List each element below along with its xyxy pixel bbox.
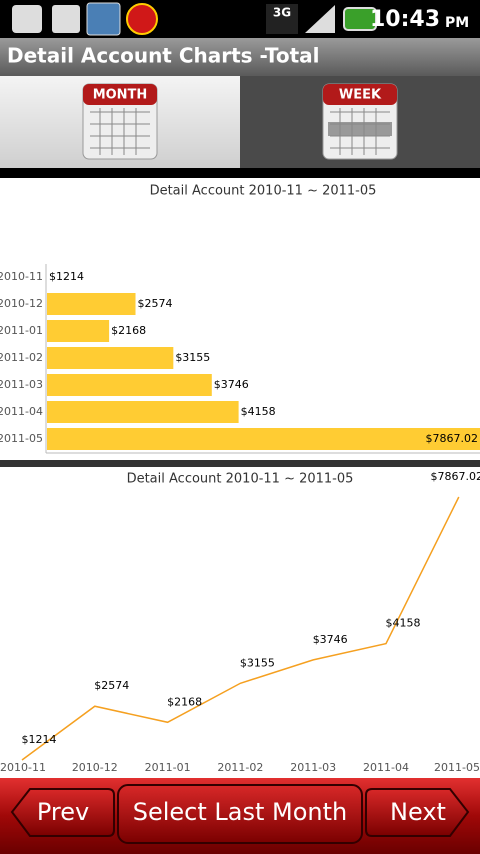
tab-label: WEEK [339, 88, 382, 103]
category-label: 2011-04 [0, 405, 43, 418]
clock: 10:43 [370, 7, 440, 32]
value-label: $2168 [111, 324, 146, 337]
value-label: $7867.02 [426, 432, 479, 445]
value-label: $7867.02 [431, 470, 480, 483]
bar [47, 320, 110, 342]
category-label: 2011-03 [0, 378, 43, 391]
value-label: $3746 [313, 633, 348, 646]
prev-button[interactable] [10, 788, 115, 837]
button-label: Prev [37, 798, 89, 826]
category-label: 2011-02 [217, 761, 263, 774]
value-label: $2574 [138, 297, 173, 310]
value-label: $1214 [22, 733, 57, 746]
category-label: 2011-05 [0, 432, 43, 445]
line-chart-panel [0, 467, 480, 778]
value-label: $4158 [386, 617, 421, 630]
battery-icon [343, 7, 377, 31]
icon [126, 3, 158, 35]
network-label: 3G [273, 6, 291, 20]
category-label: 2011-04 [363, 761, 409, 774]
category-label: 2011-01 [0, 324, 43, 337]
clock-ampm: PM [445, 15, 469, 31]
value-label: $3155 [175, 351, 210, 364]
signal-icon [305, 5, 335, 33]
category-label: 2010-11 [0, 761, 46, 774]
bar [47, 428, 480, 450]
title: Detail Account Charts -Total [7, 44, 320, 68]
value-label: $4158 [241, 405, 276, 418]
bar [47, 293, 136, 315]
value-label: $3746 [214, 378, 249, 391]
select-button[interactable] [117, 784, 363, 844]
separator [0, 460, 480, 467]
category-label: 2011-01 [145, 761, 191, 774]
category-label: 2010-12 [0, 297, 43, 310]
bar [47, 347, 174, 369]
value-label: $3155 [240, 656, 275, 669]
button-label: Next [390, 798, 446, 826]
tab-label: MONTH [93, 88, 148, 103]
category-label: 2011-05 [434, 761, 480, 774]
value-label: $1214 [49, 270, 84, 283]
category-label: 2010-12 [72, 761, 118, 774]
next-button[interactable] [365, 788, 470, 837]
category-label: 2011-02 [0, 351, 43, 364]
icon [86, 2, 121, 36]
line [21, 496, 460, 761]
button-label: Select Last Month [133, 798, 348, 826]
value-label: $2574 [94, 679, 129, 692]
category-label: 2011-03 [290, 761, 336, 774]
icon [52, 5, 80, 33]
category-label: 2010-11 [0, 270, 43, 283]
bar [47, 374, 212, 396]
title-bar [0, 38, 480, 76]
value-label: $2168 [167, 695, 202, 708]
icon [266, 4, 298, 34]
chart-title: Detail Account 2010-11 ~ 2011-05 [127, 472, 354, 487]
icon [12, 5, 42, 33]
chart-title: Detail Account 2010-11 ~ 2011-05 [150, 184, 377, 199]
week-icon [322, 83, 398, 160]
month-icon [82, 83, 158, 160]
bar [47, 401, 239, 423]
